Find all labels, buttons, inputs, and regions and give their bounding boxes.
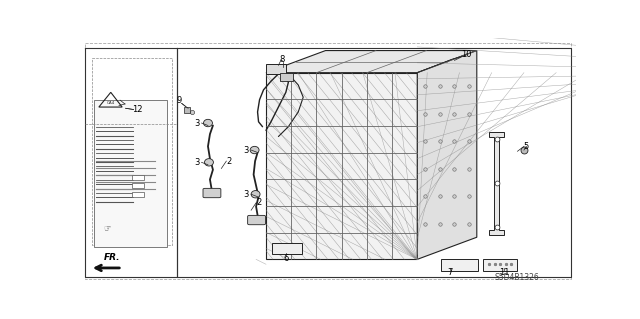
Text: CA4: CA4 (107, 101, 115, 105)
Ellipse shape (205, 159, 213, 166)
FancyBboxPatch shape (441, 259, 478, 271)
Polygon shape (417, 51, 477, 259)
Text: 11: 11 (499, 268, 509, 277)
Polygon shape (266, 51, 477, 73)
Polygon shape (489, 132, 504, 235)
FancyBboxPatch shape (272, 243, 302, 254)
Text: 8: 8 (280, 55, 285, 64)
FancyBboxPatch shape (132, 183, 145, 188)
Text: 2: 2 (226, 157, 232, 166)
Text: 12: 12 (132, 105, 142, 114)
Text: 5: 5 (524, 142, 529, 151)
Ellipse shape (204, 119, 212, 127)
Text: S5D4B1326: S5D4B1326 (494, 273, 539, 282)
Polygon shape (266, 73, 417, 259)
Text: 3: 3 (194, 119, 199, 128)
Text: 3: 3 (243, 145, 249, 154)
Ellipse shape (251, 190, 260, 198)
Text: FR.: FR. (104, 253, 120, 262)
Text: 10: 10 (461, 50, 471, 59)
FancyBboxPatch shape (483, 259, 518, 271)
FancyBboxPatch shape (248, 215, 266, 225)
FancyBboxPatch shape (132, 192, 145, 197)
FancyBboxPatch shape (94, 100, 167, 247)
FancyBboxPatch shape (203, 188, 221, 198)
Text: 9: 9 (177, 96, 182, 105)
Ellipse shape (250, 146, 259, 154)
Text: 3: 3 (243, 190, 249, 199)
FancyBboxPatch shape (266, 64, 286, 74)
Text: 6: 6 (283, 254, 289, 263)
Text: 3: 3 (194, 158, 199, 167)
Text: ☞: ☞ (104, 224, 111, 233)
Text: 2: 2 (256, 198, 261, 207)
Text: 7: 7 (447, 268, 452, 277)
FancyBboxPatch shape (280, 73, 292, 80)
FancyBboxPatch shape (132, 174, 145, 180)
